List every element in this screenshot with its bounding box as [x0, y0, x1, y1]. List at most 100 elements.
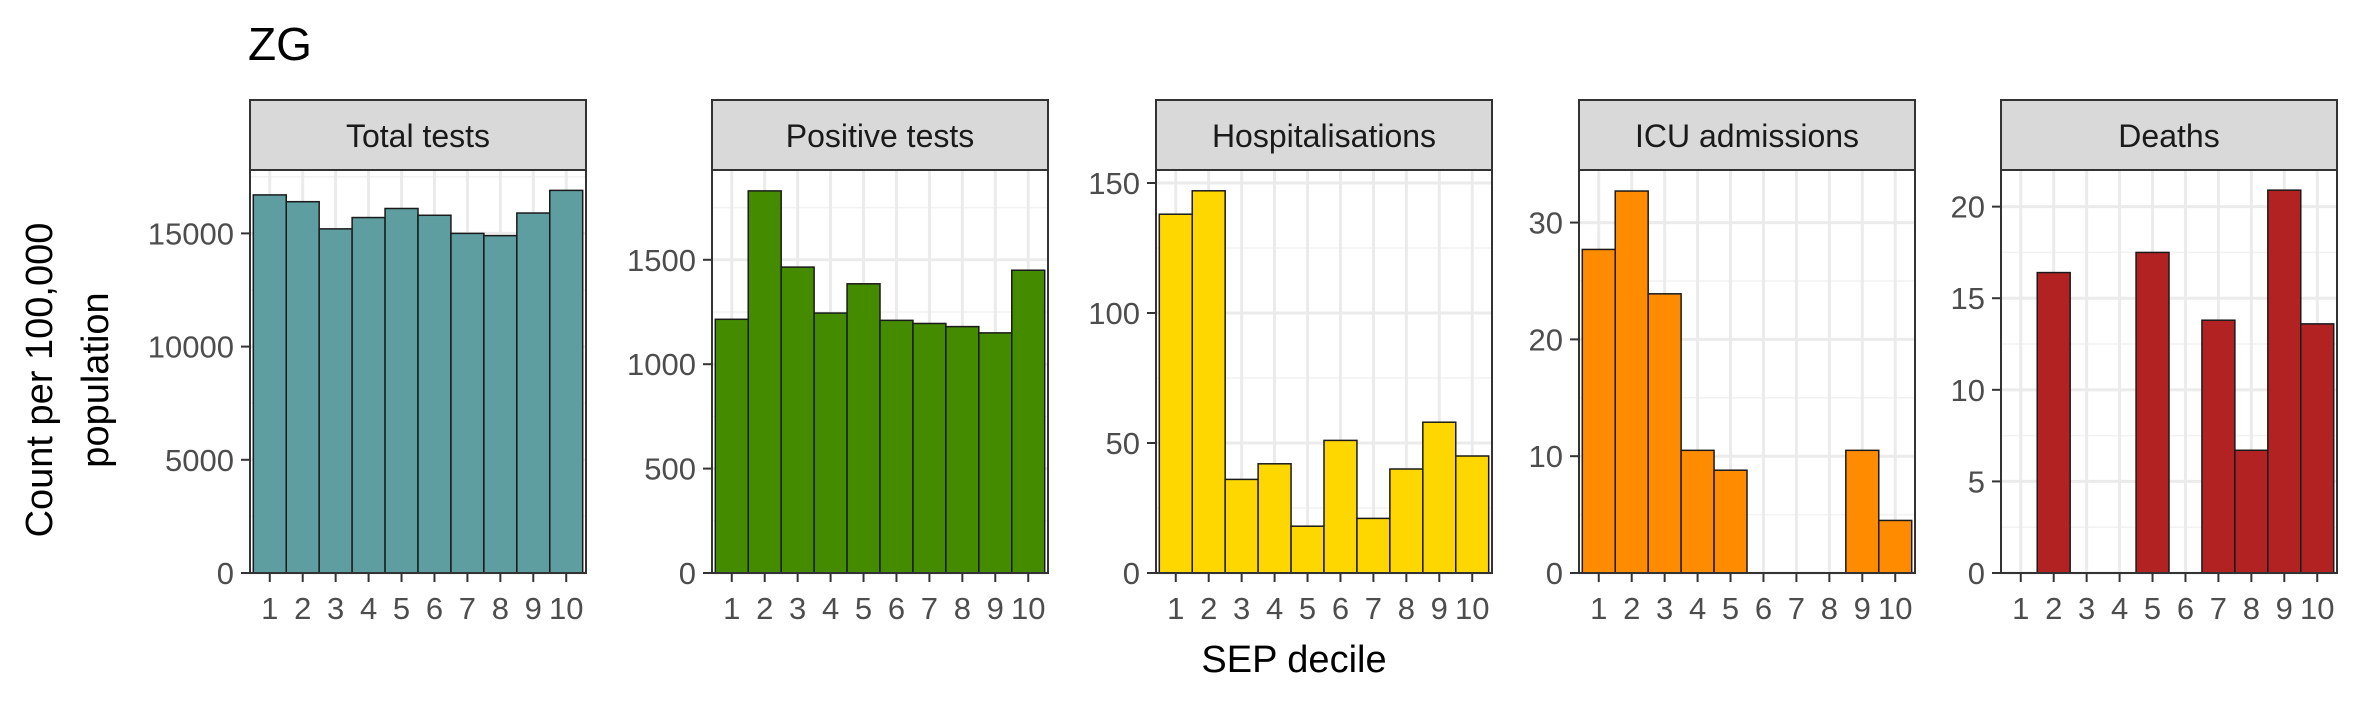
bar [1878, 519, 1913, 574]
x-tick-label: 9 [987, 591, 1004, 626]
x-tick-label: 2 [2045, 591, 2062, 626]
bar [516, 212, 551, 574]
x-tick-label: 5 [1722, 591, 1739, 626]
y-tick-label: 0 [1968, 556, 1985, 591]
y-tick-label: 10 [1951, 373, 1985, 408]
y-axis-label-line-2: population [75, 292, 117, 467]
y-tick-label: 150 [1088, 166, 1140, 201]
x-tick-label: 7 [2210, 591, 2227, 626]
bar [1224, 478, 1259, 574]
x-tick-label: 8 [2243, 591, 2260, 626]
bar [2036, 271, 2071, 574]
y-tick-label: 0 [217, 556, 234, 591]
y-tick-label: 5000 [165, 443, 234, 478]
bar [2267, 189, 2302, 574]
x-tick-label: 6 [888, 591, 905, 626]
bar [2135, 251, 2170, 574]
y-tick-label: 0 [1123, 556, 1140, 591]
y-tick-label: 10 [1529, 439, 1563, 474]
y-tick-label: 50 [1106, 426, 1140, 461]
panel-strip [1578, 99, 1916, 171]
x-tick-label: 7 [1365, 591, 1382, 626]
x-tick-label: 6 [2177, 591, 2194, 626]
bar [1356, 517, 1391, 574]
x-tick-label: 1 [1167, 591, 1184, 626]
bar [252, 194, 287, 574]
bar [1191, 190, 1226, 574]
y-axis-label-line-1: Count per 100,000 [19, 223, 61, 538]
y-tick-label: 100 [1088, 296, 1140, 331]
panel-border [1578, 169, 1916, 574]
bar [1389, 468, 1424, 574]
bar [483, 234, 518, 574]
x-tick-label: 5 [855, 591, 872, 626]
bar [2234, 449, 2269, 574]
bar [879, 319, 914, 574]
chart-title: ZG [248, 18, 312, 70]
panel-border [2000, 169, 2338, 574]
x-tick-label: 4 [2111, 591, 2128, 626]
x-tick-label: 10 [1455, 591, 1489, 626]
bar [1647, 293, 1682, 574]
y-tick-label: 10000 [148, 330, 234, 365]
panel-strip [1155, 99, 1493, 171]
x-tick-label: 3 [2078, 591, 2095, 626]
x-tick-label: 1 [1590, 591, 1607, 626]
panel-strip-label: Hospitalisations [1212, 118, 1436, 154]
x-tick-label: 8 [1821, 591, 1838, 626]
x-tick-label: 8 [954, 591, 971, 626]
bar [417, 214, 452, 574]
x-tick-label: 7 [459, 591, 476, 626]
bar [1011, 269, 1046, 574]
panel-strip-label: Deaths [2118, 118, 2219, 154]
bar [912, 322, 947, 574]
y-tick-label: 5 [1968, 464, 1985, 499]
bar [1680, 449, 1715, 574]
panel-strip [249, 99, 587, 171]
panel-border [249, 169, 587, 574]
x-tick-label: 4 [1689, 591, 1706, 626]
y-tick-label: 20 [1529, 322, 1563, 357]
x-tick-label: 9 [1854, 591, 1871, 626]
panel: Positive tests 0 500 1000 1500 1 2 3 4 5 6 7 8 9 10 [627, 99, 1049, 626]
bar [1455, 455, 1490, 574]
y-tick-label: 0 [679, 556, 696, 591]
panel-strip [2000, 99, 2338, 171]
x-tick-label: 10 [2300, 591, 2334, 626]
x-tick-label: 9 [2276, 591, 2293, 626]
x-tick-label: 4 [1266, 591, 1283, 626]
x-tick-label: 7 [921, 591, 938, 626]
bar [1845, 449, 1880, 574]
bar [1713, 469, 1748, 574]
y-tick-label: 1000 [627, 347, 696, 382]
x-tick-label: 10 [549, 591, 583, 626]
bar [351, 216, 386, 574]
x-tick-label: 7 [1788, 591, 1805, 626]
panel: Total tests 0 5000 10000 15000 1 2 3 4 5 6 7 8 9 10 [148, 99, 587, 626]
bar [1323, 439, 1358, 574]
y-tick-label: 15 [1951, 281, 1985, 316]
x-tick-label: 6 [1755, 591, 1772, 626]
x-tick-label: 10 [1011, 591, 1045, 626]
bar [1290, 525, 1325, 574]
bar [945, 325, 980, 574]
y-tick-label: 500 [644, 452, 696, 487]
x-tick-label: 3 [1656, 591, 1673, 626]
bar [1158, 213, 1193, 574]
bar [2201, 319, 2236, 574]
bar [318, 228, 353, 574]
x-axis-label: SEP decile [1201, 639, 1386, 681]
bar [780, 266, 815, 574]
bar [384, 207, 419, 574]
x-tick-label: 9 [1431, 591, 1448, 626]
panel: Hospitalisations 0 50 100 150 1 2 3 4 5 6 7 8 9 10 [1088, 99, 1493, 626]
panel-border [711, 169, 1049, 574]
bar [1614, 190, 1649, 574]
bar [714, 318, 749, 574]
x-tick-label: 8 [492, 591, 509, 626]
bar [813, 312, 848, 574]
x-tick-label: 4 [822, 591, 839, 626]
